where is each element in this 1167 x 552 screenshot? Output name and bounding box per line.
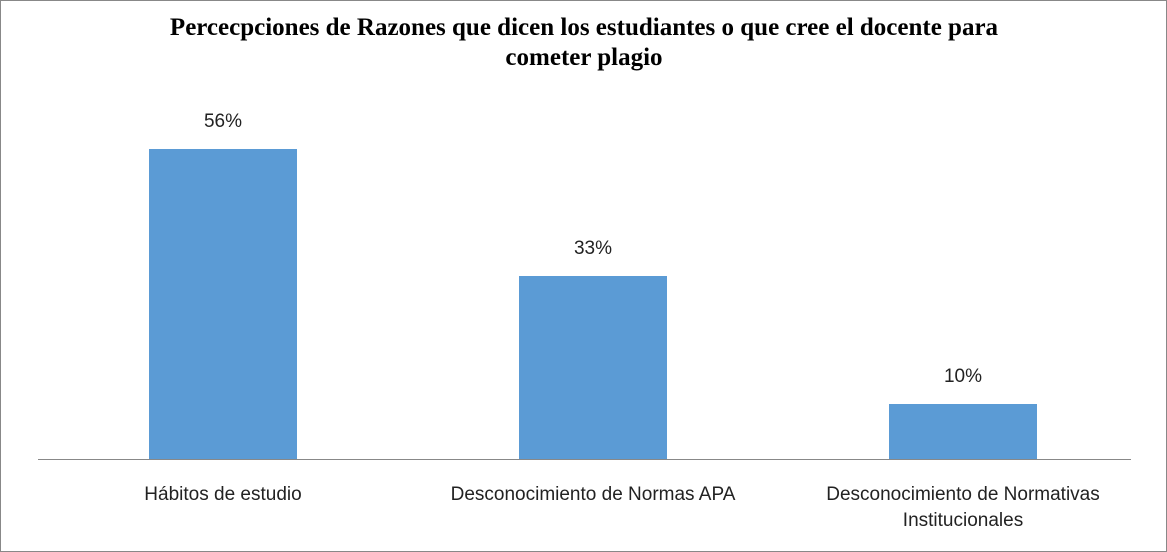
value-label: 33% [573, 238, 613, 260]
x-tick-label: Desconocimiento de Normativas Institucio… [826, 484, 1100, 531]
x-tick-label: Desconocimiento de Normas APA [450, 484, 736, 505]
value-label: 56% [203, 111, 243, 132]
bar [519, 276, 667, 459]
chart-title: Percecpciones de Razones que dicen los e… [169, 14, 999, 71]
bar [889, 403, 1037, 459]
x-axis-line [38, 459, 1131, 460]
bar [149, 149, 297, 459]
x-tick-label: Hábitos de estudio [144, 484, 302, 505]
value-label: 10% [943, 365, 983, 387]
